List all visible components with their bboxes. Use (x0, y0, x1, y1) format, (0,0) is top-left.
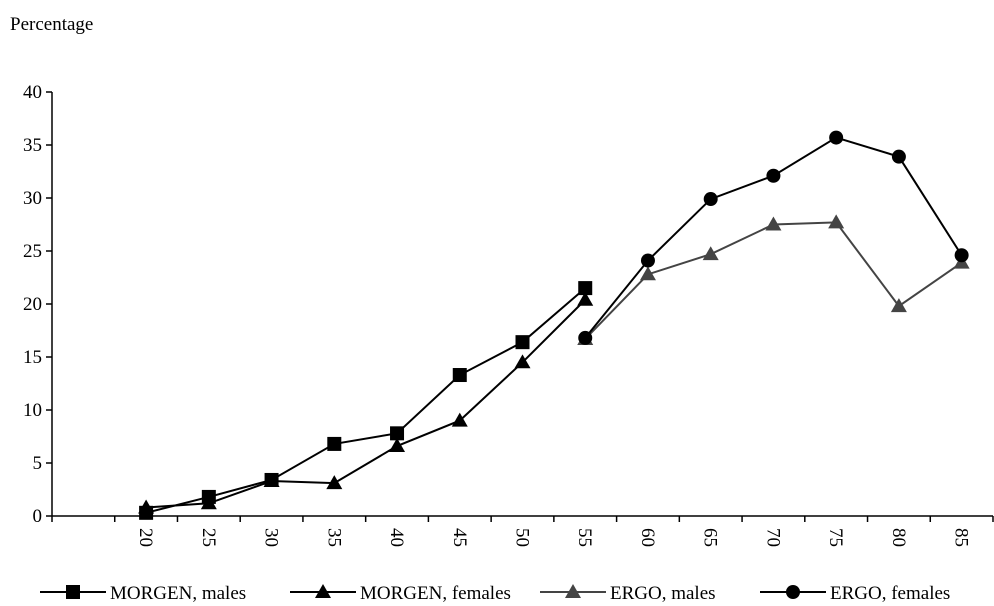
data-point-circle (891, 149, 906, 164)
x-tick-label: 55 (574, 528, 595, 547)
legend-label: MORGEN, females (360, 583, 511, 604)
x-tick-label: 20 (135, 528, 156, 547)
legend: MORGEN, males MORGEN, females ERGO, males E… (40, 583, 950, 604)
data-point-circle (640, 253, 655, 268)
y-tick-label: 15 (23, 347, 42, 368)
series-line (584, 221, 963, 340)
data-point-triangle (451, 412, 468, 427)
data-point-square (390, 426, 405, 441)
y-tick-label: 0 (33, 506, 43, 527)
data-point-square (515, 335, 530, 350)
x-tick-label: 60 (637, 528, 658, 547)
data-point-triangle (315, 584, 331, 598)
data-point-circle (786, 585, 800, 599)
y-axis-label: Percentage (10, 14, 93, 35)
x-tick-label: 25 (198, 528, 219, 547)
x-tick-label: 75 (825, 528, 846, 547)
x-tick-label: 50 (512, 528, 533, 547)
series-line (584, 136, 963, 339)
legend-label: ERGO, males (610, 583, 716, 604)
data-point-triangle (389, 438, 406, 453)
legend-entry: ERGO, males (540, 583, 716, 604)
series-3 (577, 214, 970, 345)
data-point-square (578, 281, 593, 296)
data-point-circle (578, 330, 593, 345)
x-tick-label: 40 (386, 528, 407, 547)
y-tick-label: 30 (23, 188, 42, 209)
x-tick-label: 65 (700, 528, 721, 547)
data-point-triangle (565, 584, 581, 598)
y-tick-label: 35 (23, 135, 42, 156)
data-point-square (452, 368, 467, 383)
y-axis-ticks: 0 5 10 15 20 25 30 35 40 (23, 82, 52, 527)
data-point-circle (829, 130, 844, 145)
data-point-triangle (639, 266, 656, 281)
x-tick-label: 85 (951, 528, 972, 547)
legend-label: MORGEN, males (110, 583, 246, 604)
y-tick-label: 25 (23, 241, 42, 262)
x-tick-label: 35 (323, 528, 344, 547)
data-point-circle (703, 192, 718, 207)
legend-entry: MORGEN, females (290, 583, 511, 604)
series-line (146, 299, 586, 509)
series-1 (139, 281, 593, 520)
data-point-square (66, 585, 80, 599)
data-point-triangle (200, 495, 217, 510)
data-point-triangle (890, 298, 907, 313)
x-tick-label: 30 (261, 528, 282, 547)
data-point-triangle (514, 354, 531, 369)
x-tick-label: 45 (449, 528, 470, 547)
legend-entry: ERGO, females (760, 583, 950, 604)
series-4 (578, 130, 969, 345)
series-layer (138, 130, 970, 520)
data-point-triangle (577, 291, 594, 306)
data-point-triangle (326, 475, 343, 490)
y-tick-label: 20 (23, 294, 42, 315)
data-point-triangle (702, 246, 719, 261)
data-point-circle (954, 248, 969, 263)
x-tick-label: 80 (888, 528, 909, 547)
y-tick-label: 5 (33, 453, 43, 474)
data-point-square (327, 436, 342, 451)
data-point-triangle (765, 216, 782, 231)
series-line (145, 287, 586, 514)
data-point-triangle (138, 499, 155, 514)
x-tick-label: 70 (762, 528, 783, 547)
legend-label: ERGO, females (830, 583, 950, 604)
y-tick-label: 40 (23, 82, 42, 103)
legend-entry: MORGEN, males (40, 583, 246, 604)
data-point-triangle (828, 214, 845, 229)
x-axis-ticks: 20 25 30 35 40 45 50 55 60 65 70 75 80 85 (51, 516, 994, 547)
data-point-triangle (263, 473, 280, 488)
y-tick-label: 10 (23, 400, 42, 421)
series-2 (138, 291, 594, 514)
data-point-circle (766, 168, 781, 183)
